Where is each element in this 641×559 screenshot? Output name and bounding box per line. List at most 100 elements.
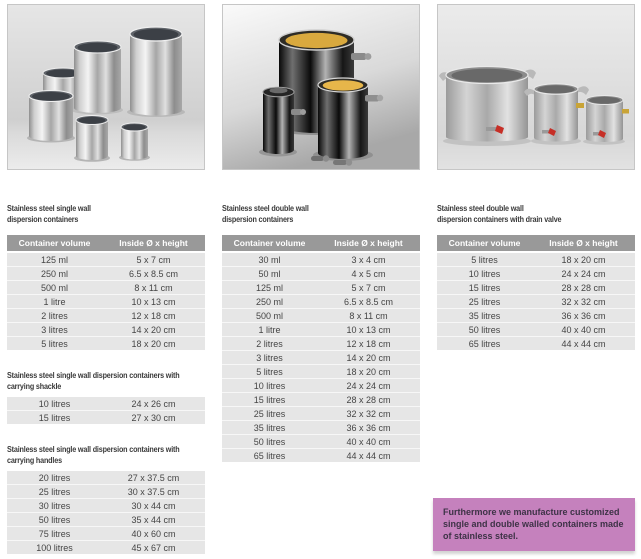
volume-cell: 35 litres bbox=[222, 420, 318, 435]
table-row: 65 litres 44 x 44 cm bbox=[437, 336, 635, 350]
table-row: 5 litres 18 x 20 cm bbox=[7, 336, 205, 350]
volume-cell: 100 litres bbox=[7, 540, 103, 554]
size-table: Container volume Inside Ø x height 125 ml 5… bbox=[7, 235, 205, 350]
table-row: 125 ml 5 x 7 cm bbox=[7, 252, 205, 267]
volume-cell: 65 litres bbox=[437, 336, 533, 350]
size-cell: 36 x 36 cm bbox=[532, 308, 635, 323]
volume-header: Container volume bbox=[222, 235, 318, 253]
size-cell: 28 x 28 cm bbox=[317, 392, 420, 407]
product-section: Stainless steel single wall dispersion c… bbox=[7, 370, 205, 424]
table-row: 15 litres 28 x 28 cm bbox=[437, 280, 635, 295]
size-cell: 27 x 30 cm bbox=[102, 410, 205, 424]
size-cell: 12 x 18 cm bbox=[102, 308, 205, 323]
volume-cell: 3 litres bbox=[222, 350, 318, 365]
size-table: 10 litres 24 x 26 cm 15 litres 27 x 30 cm bbox=[7, 397, 205, 424]
size-cell: 4 x 5 cm bbox=[317, 266, 420, 281]
size-cell: 18 x 20 cm bbox=[317, 364, 420, 379]
double-wall-drain-valve-containers-photo bbox=[437, 4, 635, 170]
size-cell: 27 x 37.5 cm bbox=[102, 471, 205, 485]
table-row: 15 litres 27 x 30 cm bbox=[7, 410, 205, 424]
table-row: 30 litres 30 x 44 cm bbox=[7, 498, 205, 513]
table-row: 2 litres 12 x 18 cm bbox=[7, 308, 205, 323]
size-cell: 14 x 20 cm bbox=[317, 350, 420, 365]
volume-cell: 5 litres bbox=[222, 364, 318, 379]
volume-cell: 2 litres bbox=[7, 308, 103, 323]
table-row: 500 ml 8 x 11 cm bbox=[222, 308, 420, 323]
section-title: Stainless steel single wall dispersion c… bbox=[7, 444, 180, 465]
volume-cell: 5 litres bbox=[437, 252, 533, 267]
volume-cell: 1 litre bbox=[7, 294, 103, 309]
size-cell: 6.5 x 8.5 cm bbox=[317, 294, 420, 309]
volume-cell: 20 litres bbox=[7, 471, 103, 485]
drain-valve-sections: Stainless steel double wall dispersion c… bbox=[437, 203, 635, 350]
column-single-wall: Stainless steel single wall dispersion c… bbox=[7, 4, 205, 555]
volume-cell: 50 litres bbox=[222, 434, 318, 449]
volume-cell: 75 litres bbox=[7, 526, 103, 541]
volume-cell: 15 litres bbox=[7, 410, 103, 424]
volume-cell: 50 litres bbox=[437, 322, 533, 337]
column-drain-valve: Stainless steel double wall dispersion c… bbox=[433, 4, 635, 555]
table-row: 30 ml 3 x 4 cm bbox=[222, 252, 420, 267]
table-row: 75 litres 40 x 60 cm bbox=[7, 526, 205, 541]
table-row: 1 litre 10 x 13 cm bbox=[222, 322, 420, 337]
size-cell: 32 x 32 cm bbox=[317, 406, 420, 421]
size-cell: 30 x 37.5 cm bbox=[102, 484, 205, 499]
size-table: Container volume Inside Ø x height 5 litre… bbox=[437, 235, 635, 350]
size-cell: 24 x 26 cm bbox=[102, 397, 205, 411]
steel-pots-image bbox=[438, 5, 634, 169]
volume-cell: 10 litres bbox=[222, 378, 318, 393]
size-cell: 24 x 24 cm bbox=[532, 266, 635, 281]
size-header: Inside Ø x height bbox=[102, 235, 205, 253]
size-cell: 12 x 18 cm bbox=[317, 336, 420, 351]
table-row: 10 litres 24 x 24 cm bbox=[222, 378, 420, 393]
table-row: 15 litres 28 x 28 cm bbox=[222, 392, 420, 407]
volume-cell: 15 litres bbox=[437, 280, 533, 295]
section-title: Stainless steel double wall dispersion c… bbox=[222, 203, 309, 224]
size-cell: 44 x 44 cm bbox=[532, 336, 635, 350]
volume-header: Container volume bbox=[437, 235, 533, 253]
volume-cell: 2 litres bbox=[222, 336, 318, 351]
table-row: 3 litres 14 x 20 cm bbox=[7, 322, 205, 337]
volume-cell: 10 litres bbox=[437, 266, 533, 281]
table-row: 5 litres 18 x 20 cm bbox=[222, 364, 420, 379]
steel-cylinders-image bbox=[8, 5, 204, 169]
size-cell: 36 x 36 cm bbox=[317, 420, 420, 435]
size-cell: 30 x 44 cm bbox=[102, 498, 205, 513]
volume-cell: 1 litre bbox=[222, 322, 318, 337]
size-cell: 14 x 20 cm bbox=[102, 322, 205, 337]
volume-cell: 125 ml bbox=[7, 252, 103, 267]
table-row: 25 litres 32 x 32 cm bbox=[222, 406, 420, 421]
table-row: 25 litres 30 x 37.5 cm bbox=[7, 484, 205, 499]
table-row: 100 litres 45 x 67 cm bbox=[7, 540, 205, 554]
table-row: 125 ml 5 x 7 cm bbox=[222, 280, 420, 295]
volume-header: Container volume bbox=[7, 235, 103, 253]
single-wall-sections: Stainless steel single wall dispersion c… bbox=[7, 203, 205, 554]
table-row: 50 litres 40 x 40 cm bbox=[437, 322, 635, 337]
column-double-wall: Stainless steel double wall dispersion c… bbox=[222, 4, 420, 555]
table-row: 50 ml 4 x 5 cm bbox=[222, 266, 420, 281]
double-wall-containers-photo bbox=[222, 4, 420, 170]
size-table: Container volume Inside Ø x height 30 ml 3 … bbox=[222, 235, 420, 462]
size-cell: 5 x 7 cm bbox=[102, 252, 205, 267]
section-title: Stainless steel double wall dispersion c… bbox=[437, 203, 562, 224]
size-header: Inside Ø x height bbox=[317, 235, 420, 253]
size-cell: 45 x 67 cm bbox=[102, 540, 205, 554]
volume-cell: 50 litres bbox=[7, 512, 103, 527]
size-cell: 10 x 13 cm bbox=[317, 322, 420, 337]
table-row: 35 litres 36 x 36 cm bbox=[437, 308, 635, 323]
size-cell: 8 x 11 cm bbox=[102, 280, 205, 295]
table-row: 250 ml 6.5 x 8.5 cm bbox=[7, 266, 205, 281]
double-wall-sections: Stainless steel double wall dispersion c… bbox=[222, 203, 420, 462]
size-cell: 6.5 x 8.5 cm bbox=[102, 266, 205, 281]
volume-cell: 25 litres bbox=[7, 484, 103, 499]
volume-cell: 30 litres bbox=[7, 498, 103, 513]
table-row: 20 litres 27 x 37.5 cm bbox=[7, 471, 205, 485]
table-row: 25 litres 32 x 32 cm bbox=[437, 294, 635, 309]
size-cell: 35 x 44 cm bbox=[102, 512, 205, 527]
volume-cell: 3 litres bbox=[7, 322, 103, 337]
volume-cell: 250 ml bbox=[222, 294, 318, 309]
note-text: Furthermore we manufacture customized si… bbox=[443, 507, 624, 541]
volume-cell: 10 litres bbox=[7, 397, 103, 411]
table-row: 10 litres 24 x 24 cm bbox=[437, 266, 635, 281]
